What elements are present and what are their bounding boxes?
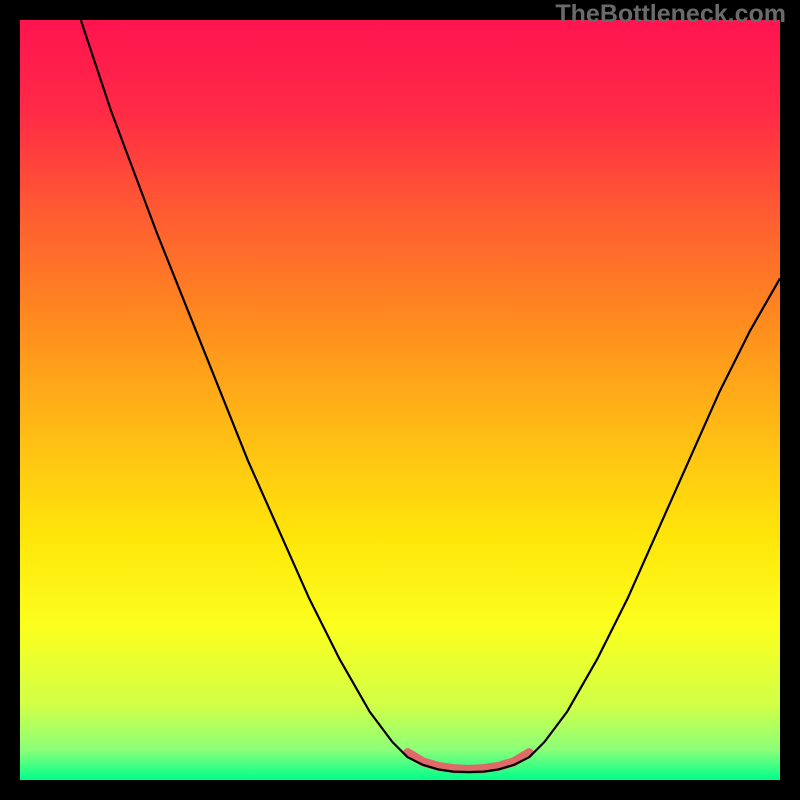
watermark-text: TheBottleneck.com [555,0,786,29]
plot-svg [20,20,780,780]
plot-area [20,20,780,780]
stage: TheBottleneck.com [0,0,800,800]
gradient-background [20,20,780,780]
